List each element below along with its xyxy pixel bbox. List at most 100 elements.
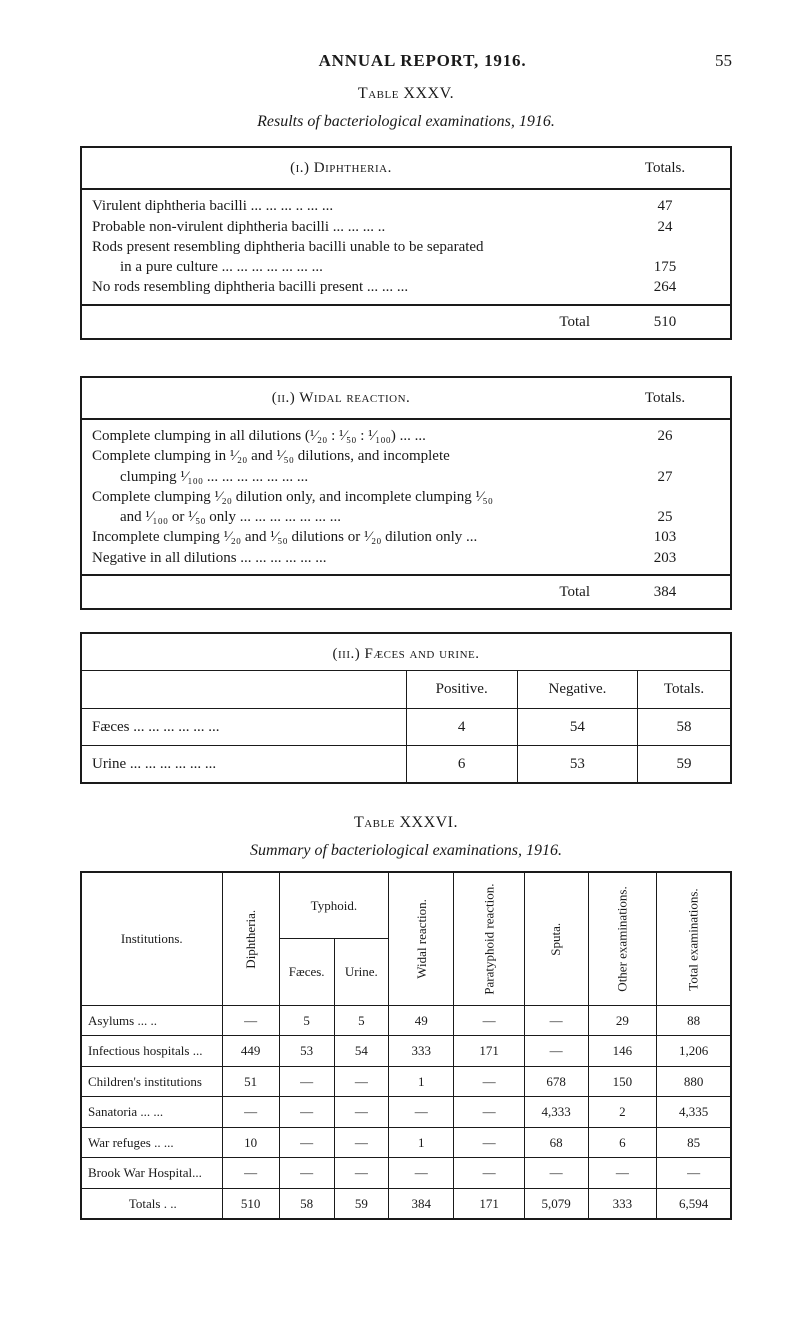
t4-col-widal: Widal reaction. — [389, 873, 454, 1005]
cell: — — [588, 1158, 657, 1189]
cell: 25 — [610, 507, 720, 527]
cell: 51 — [222, 1066, 279, 1097]
cell: 6 — [406, 745, 517, 782]
table-row: Rods present resembling diphtheria bacil… — [92, 237, 590, 257]
t2-body: Complete clumping in all dilutions (¹⁄₂₀… — [81, 419, 600, 575]
table-diphtheria: (i.) Diphtheria. Totals. Virulent diphth… — [80, 146, 732, 340]
t2-total-value: 384 — [600, 575, 731, 609]
cell — [610, 487, 720, 507]
cell: — — [279, 1127, 334, 1158]
table-row: Urine ... ... ... ... ... ... — [82, 745, 406, 782]
cell: War refuges .. ... — [82, 1127, 222, 1158]
t4-col-sputa: Sputa. — [524, 873, 588, 1005]
t4-col-diphtheria: Diphtheria. — [222, 873, 279, 1005]
cell: 59 — [638, 745, 730, 782]
cell: — — [524, 1158, 588, 1189]
cell: 47 — [610, 196, 720, 216]
table-row: Complete clumping in all dilutions (¹⁄₂₀… — [92, 426, 590, 446]
cell: — — [279, 1066, 334, 1097]
t1-heading-left: (i.) Diphtheria. — [81, 147, 600, 189]
cell: 54 — [517, 708, 637, 745]
cell: — — [334, 1158, 388, 1189]
page-header: ANNUAL REPORT, 1916. 55 — [80, 50, 732, 73]
cell: 85 — [657, 1127, 730, 1158]
cell: 5 — [279, 1005, 334, 1036]
table-xxxvi-caption: Summary of bacteriological examinations,… — [80, 840, 732, 862]
cell: 103 — [610, 527, 720, 547]
cell: 678 — [524, 1066, 588, 1097]
cell: — — [454, 1005, 524, 1036]
t4-col-urine: Urine. — [334, 939, 388, 1005]
cell: — — [657, 1158, 730, 1189]
table-row: clumping ¹⁄₁₀₀ ... ... ... ... ... ... .… — [92, 467, 590, 487]
cell: Asylums ... .. — [82, 1005, 222, 1036]
cell: Children's institutions — [82, 1066, 222, 1097]
cell: 333 — [588, 1188, 657, 1218]
cell: 58 — [638, 708, 730, 745]
cell: 171 — [454, 1188, 524, 1218]
cell: 4 — [406, 708, 517, 745]
t3-title: (iii.) Fæces and urine. — [82, 634, 730, 671]
cell: Infectious hospitals ... — [82, 1036, 222, 1067]
t4-col-typhoid: Typhoid. — [279, 873, 388, 938]
cell: 10 — [222, 1127, 279, 1158]
table-xxxvi-label: Table XXXVI. — [80, 812, 732, 834]
table-xxxv-label: Table XXXV. — [80, 83, 732, 105]
table-row: Virulent diphtheria bacilli ... ... ... … — [92, 196, 590, 216]
cell: — — [334, 1127, 388, 1158]
cell: — — [524, 1005, 588, 1036]
cell: 49 — [389, 1005, 454, 1036]
cell: 59 — [334, 1188, 388, 1218]
cell: — — [334, 1066, 388, 1097]
cell: 203 — [610, 548, 720, 568]
cell: — — [524, 1036, 588, 1067]
cell: — — [389, 1097, 454, 1128]
table-row: Probable non-virulent diphtheria bacilli… — [92, 217, 590, 237]
t3-col1: Positive. — [406, 671, 517, 708]
table-row: Negative in all dilutions ... ... ... ..… — [92, 548, 590, 568]
table-row: War refuges .. ... 10 — — 1 — 68 6 85 — [82, 1127, 730, 1158]
cell: 880 — [657, 1066, 730, 1097]
cell: — — [389, 1158, 454, 1189]
cell: 6 — [588, 1127, 657, 1158]
cell: 171 — [454, 1036, 524, 1067]
cell: — — [222, 1097, 279, 1128]
t4-col-institutions: Institutions. — [82, 873, 222, 1005]
cell: — — [334, 1097, 388, 1128]
t1-total-label: Total — [81, 305, 600, 339]
cell: 58 — [279, 1188, 334, 1218]
t3-col3: Totals. — [638, 671, 730, 708]
cell: 384 — [389, 1188, 454, 1218]
table-row: Fæces ... ... ... ... ... ... — [82, 708, 406, 745]
cell: 264 — [610, 277, 720, 297]
cell: 449 — [222, 1036, 279, 1067]
cell: 29 — [588, 1005, 657, 1036]
t2-total-label: Total — [81, 575, 600, 609]
t1-body: Virulent diphtheria bacilli ... ... ... … — [81, 189, 600, 304]
t3-col0 — [82, 671, 406, 708]
table-summary: Institutions. Diphtheria. Typhoid. Widal… — [80, 871, 732, 1220]
cell: — — [454, 1127, 524, 1158]
t4-col-faeces: Fæces. — [279, 939, 334, 1005]
table-row: Children's institutions 51 — — 1 — 678 1… — [82, 1066, 730, 1097]
cell: 5,079 — [524, 1188, 588, 1218]
cell: 1,206 — [657, 1036, 730, 1067]
cell: 24 — [610, 217, 720, 237]
cell: 27 — [610, 467, 720, 487]
cell: 6,594 — [657, 1188, 730, 1218]
cell: 26 — [610, 426, 720, 446]
t2-heading-left: (ii.) Widal reaction. — [81, 377, 600, 419]
cell: 53 — [517, 745, 637, 782]
cell: 1 — [389, 1127, 454, 1158]
cell: Totals . .. — [82, 1188, 222, 1218]
t1-total-value: 510 — [600, 305, 731, 339]
report-title: ANNUAL REPORT, 1916. — [130, 50, 715, 73]
cell: 4,333 — [524, 1097, 588, 1128]
t3-col2: Negative. — [517, 671, 637, 708]
cell: 150 — [588, 1066, 657, 1097]
cell: 54 — [334, 1036, 388, 1067]
t2-heading-right: Totals. — [600, 377, 731, 419]
cell: 53 — [279, 1036, 334, 1067]
cell: — — [454, 1097, 524, 1128]
cell: 146 — [588, 1036, 657, 1067]
